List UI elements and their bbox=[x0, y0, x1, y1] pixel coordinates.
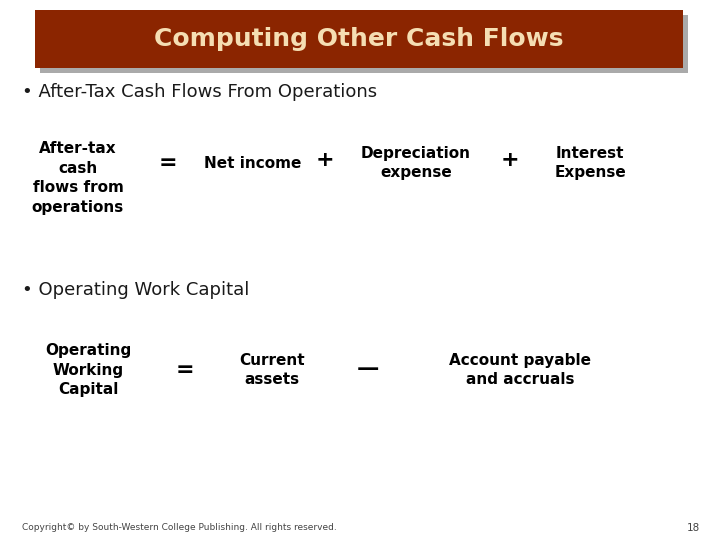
Text: Operating
Working
Capital: Operating Working Capital bbox=[45, 343, 131, 397]
Text: Net income: Net income bbox=[204, 156, 302, 171]
Text: • Operating Work Capital: • Operating Work Capital bbox=[22, 281, 249, 299]
Text: +: + bbox=[500, 150, 519, 170]
Text: —: — bbox=[357, 359, 379, 379]
Text: • After-Tax Cash Flows From Operations: • After-Tax Cash Flows From Operations bbox=[22, 83, 377, 101]
Text: Account payable
and accruals: Account payable and accruals bbox=[449, 353, 591, 387]
Text: Copyright© by South-Western College Publishing. All rights reserved.: Copyright© by South-Western College Publ… bbox=[22, 523, 337, 532]
Text: Current
assets: Current assets bbox=[239, 353, 305, 387]
FancyBboxPatch shape bbox=[35, 10, 683, 68]
Text: =: = bbox=[176, 360, 194, 380]
Text: Interest
Expense: Interest Expense bbox=[554, 146, 626, 180]
Text: After-tax
cash
flows from
operations: After-tax cash flows from operations bbox=[32, 141, 124, 215]
Text: Computing Other Cash Flows: Computing Other Cash Flows bbox=[154, 27, 564, 51]
Text: 18: 18 bbox=[687, 523, 700, 533]
Text: +: + bbox=[315, 150, 334, 170]
Text: Depreciation
expense: Depreciation expense bbox=[361, 146, 471, 180]
Text: =: = bbox=[158, 153, 177, 173]
FancyBboxPatch shape bbox=[40, 15, 688, 73]
